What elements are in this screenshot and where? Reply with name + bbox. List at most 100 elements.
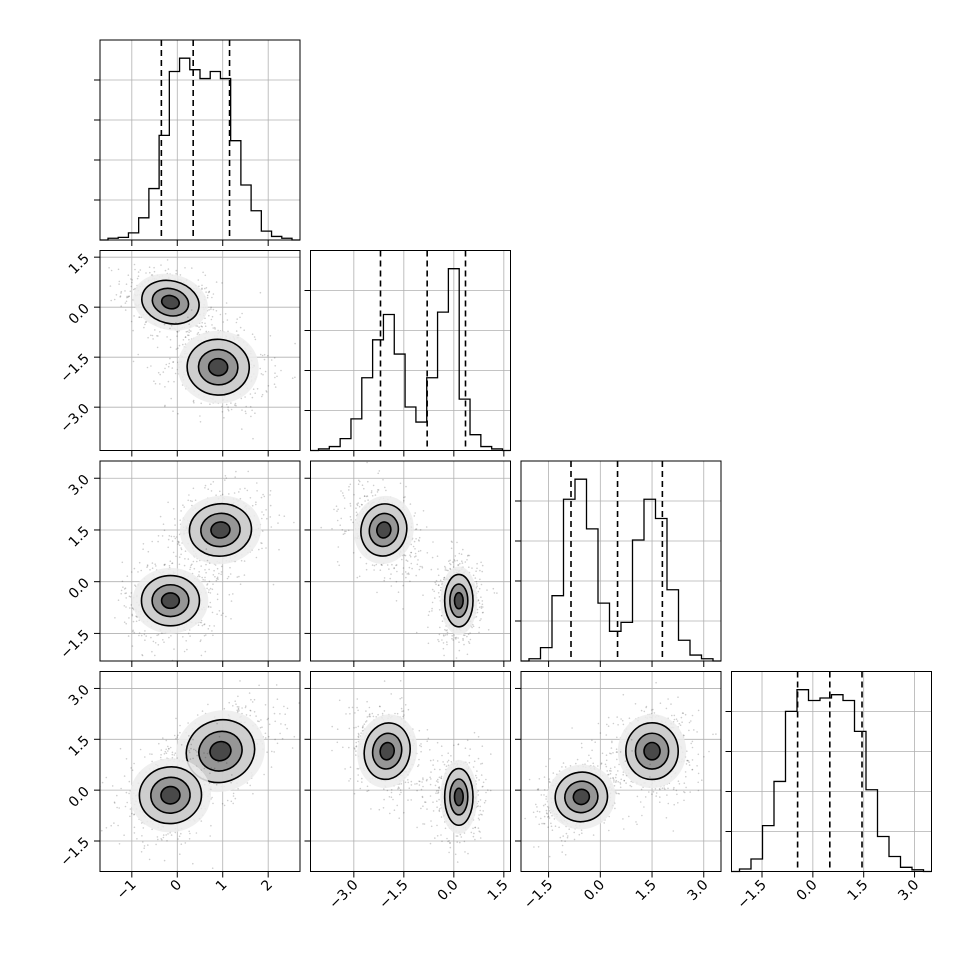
scatter-point xyxy=(143,326,145,329)
scatter-point xyxy=(472,625,475,628)
scatter-point xyxy=(408,573,410,576)
scatter-point xyxy=(404,571,407,573)
scatter-point xyxy=(448,851,450,854)
scatter-point xyxy=(274,720,277,723)
scatter-point xyxy=(184,550,187,552)
scatter-point xyxy=(447,764,450,767)
scatter-point xyxy=(208,562,211,564)
scatter-point xyxy=(404,704,407,706)
scatter-point xyxy=(209,601,212,604)
scatter-point xyxy=(436,555,439,557)
scatter-point xyxy=(438,584,440,586)
scatter-point xyxy=(94,776,96,778)
scatter-point xyxy=(481,564,484,567)
scatter-point xyxy=(371,495,374,497)
scatter-point xyxy=(152,338,154,340)
scatter-point xyxy=(167,365,170,368)
scatter-point xyxy=(406,573,409,575)
scatter-point xyxy=(156,634,158,637)
scatter-point xyxy=(153,266,155,269)
scatter-point xyxy=(169,560,172,562)
scatter-point xyxy=(202,271,204,274)
scatter-point xyxy=(145,321,148,323)
scatter-point xyxy=(468,566,470,568)
scatter-point xyxy=(208,290,211,293)
scatter-point xyxy=(385,489,387,492)
scatter-point xyxy=(383,577,386,579)
scatter-point xyxy=(157,633,160,636)
scatter-point xyxy=(356,706,358,709)
scatter-point xyxy=(163,323,166,326)
scatter-point xyxy=(366,716,369,718)
scatter-point xyxy=(198,574,200,576)
scatter-point xyxy=(212,574,215,576)
scatter-point xyxy=(397,788,399,790)
scatter-point xyxy=(148,858,151,861)
scatter-point xyxy=(367,789,370,792)
scatter-point xyxy=(132,620,135,623)
scatter-point xyxy=(377,489,380,491)
scatter-point xyxy=(449,568,452,571)
scatter-point xyxy=(123,621,126,623)
scatter-point xyxy=(276,742,279,745)
scatter-point xyxy=(124,290,126,292)
scatter-point xyxy=(432,541,434,543)
scatter-point xyxy=(450,547,453,550)
scatter-point xyxy=(197,624,200,626)
scatter-point xyxy=(419,780,421,783)
scatter-point xyxy=(478,587,481,590)
scatter-point xyxy=(475,570,477,572)
y-tick-label: 1.5 xyxy=(66,523,93,550)
scatter-point xyxy=(163,859,166,862)
scatter-point xyxy=(197,331,200,334)
scatter-point xyxy=(467,554,470,557)
scatter-point xyxy=(431,607,433,610)
scatter-point xyxy=(200,621,203,624)
contour-line xyxy=(138,766,203,825)
contour-line xyxy=(151,583,190,618)
scatter-point xyxy=(212,802,214,805)
scatter-point xyxy=(187,499,189,502)
scatter-point xyxy=(426,552,429,554)
scatter-point xyxy=(454,560,456,562)
scatter-point xyxy=(239,583,242,585)
scatter-point xyxy=(216,722,218,725)
scatter-point xyxy=(174,537,177,540)
scatter-point xyxy=(331,725,334,728)
scatter-point xyxy=(376,591,378,594)
scatter-point xyxy=(167,538,170,541)
scatter-point xyxy=(190,564,192,567)
scatter-point xyxy=(257,720,259,722)
contour-line xyxy=(368,512,400,548)
scatter-point xyxy=(228,593,231,596)
scatter-point xyxy=(131,281,133,284)
scatter-point xyxy=(203,767,206,770)
scatter-point xyxy=(132,288,135,291)
scatter-point xyxy=(131,614,134,617)
scatter-point xyxy=(404,496,406,498)
scatter-point xyxy=(190,309,193,311)
scatter-point xyxy=(481,570,484,573)
scatter-point xyxy=(348,780,350,782)
scatter-point xyxy=(182,504,184,507)
scatter-point xyxy=(427,737,430,740)
scatter-point xyxy=(261,354,264,357)
scatter-point xyxy=(449,563,452,566)
scatter-point xyxy=(229,573,232,575)
scatter-point xyxy=(445,629,448,632)
scatter-point xyxy=(199,640,202,643)
scatter-point xyxy=(211,324,213,326)
scatter-point xyxy=(293,735,296,738)
scatter-point xyxy=(133,567,136,570)
x-tick-label: 0 xyxy=(167,877,185,895)
scatter-point xyxy=(403,496,405,499)
scatter-point xyxy=(230,618,232,620)
scatter-point xyxy=(433,590,436,593)
scatter-point xyxy=(227,330,229,333)
scatter-point xyxy=(168,636,170,639)
scatter-point xyxy=(186,330,189,333)
scatter-point xyxy=(121,561,124,564)
scatter-point xyxy=(120,787,122,790)
scatter-point xyxy=(151,562,154,564)
contour-line xyxy=(449,583,469,619)
